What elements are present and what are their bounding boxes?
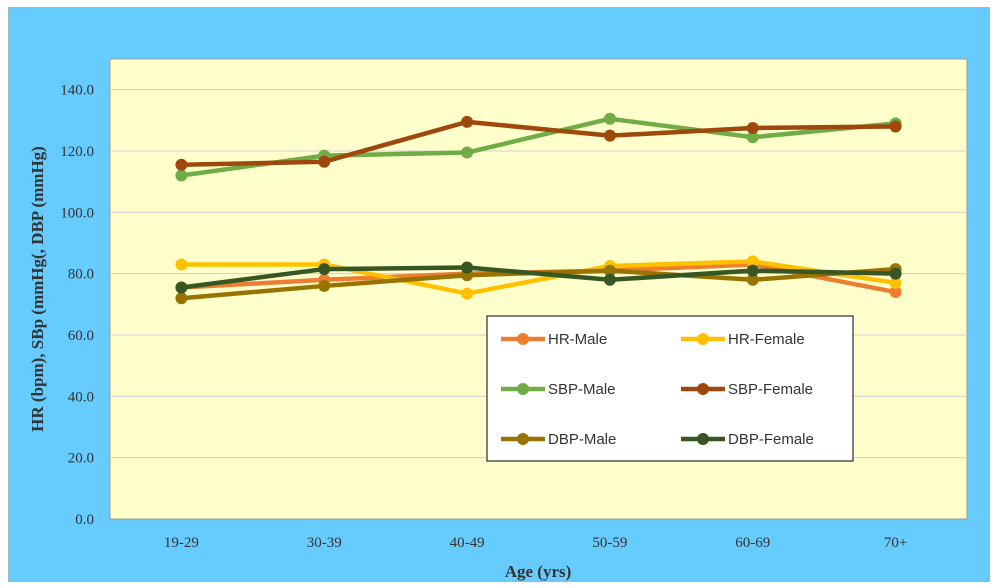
x-axis-ticks: 19-29 30-39 40-49 50-59 60-69 70+ (164, 535, 907, 551)
legend-item: HR-Male (501, 331, 607, 348)
series-sbp-female (175, 115, 902, 171)
data-point (175, 281, 188, 294)
x-tick-label: 50-59 (592, 535, 627, 551)
data-point (746, 131, 759, 144)
y-tick-label: 100.0 (60, 205, 94, 221)
data-point (461, 115, 474, 128)
y-axis-title: HR (bpm), SBp (mmHg(, DBP (mmHg) (28, 146, 47, 432)
x-tick-label: 70+ (884, 535, 907, 551)
legend-label: DBP-Male (548, 431, 616, 448)
legend-label: DBP-Female (728, 431, 814, 448)
series-line (179, 119, 898, 168)
data-point (889, 267, 902, 280)
data-point (461, 146, 474, 159)
data-point (318, 279, 331, 292)
y-tick-label: 20.0 (68, 451, 94, 467)
data-point (746, 273, 759, 286)
legend: HR-Male HR-Female SBP-Male SBP-Female DBP-Ma… (486, 315, 854, 462)
y-tick-label: 40.0 (68, 389, 94, 405)
y-tick-label: 140.0 (60, 83, 94, 99)
legend-item: DBP-Male (501, 431, 616, 448)
series-dbp-female (175, 261, 902, 294)
legend-item: SBP-Female (681, 381, 813, 398)
legend-label: HR-Female (728, 331, 805, 348)
data-point (175, 169, 188, 182)
legend-swatch-marker (517, 433, 529, 445)
legend-items: HR-Male HR-Female SBP-Male SBP-Female DBP-Ma… (501, 331, 814, 448)
data-point (461, 287, 474, 300)
data-point (746, 122, 759, 134)
data-point (603, 264, 616, 277)
legend-swatch-marker (697, 433, 709, 445)
legend-box (486, 315, 854, 462)
data-point (603, 129, 616, 142)
y-tick-label: 120.0 (60, 144, 94, 160)
legend-label: SBP-Female (728, 381, 813, 398)
legend-label: SBP-Male (548, 381, 616, 398)
data-point (175, 258, 188, 271)
legend-swatch-marker (517, 383, 529, 395)
x-tick-label: 60-69 (735, 535, 770, 551)
data-point (318, 263, 331, 276)
data-point (175, 158, 188, 171)
legend-swatch-marker (517, 333, 529, 345)
x-tick-label: 40-49 (450, 535, 485, 551)
data-point (746, 264, 759, 277)
data-point (318, 155, 331, 168)
series-sbp-male (175, 112, 902, 182)
data-point (603, 112, 616, 125)
y-tick-label: 0.0 (75, 512, 94, 528)
series-line (179, 259, 898, 296)
legend-item: DBP-Female (681, 431, 814, 448)
x-axis-title: Age (yrs) (505, 562, 572, 581)
legend-item: HR-Female (681, 331, 805, 348)
data-point (889, 276, 902, 289)
data-point (746, 255, 759, 268)
data-point (461, 261, 474, 274)
series-line (179, 116, 898, 178)
data-point (175, 292, 188, 305)
data-point (889, 286, 902, 299)
data-point (889, 120, 902, 133)
y-tick-label: 60.0 (68, 328, 94, 344)
x-tick-label: 30-39 (307, 535, 342, 551)
x-tick-label: 19-29 (164, 535, 199, 551)
legend-item: SBP-Male (501, 381, 616, 398)
legend-swatch-marker (697, 383, 709, 395)
legend-swatch-marker (697, 333, 709, 345)
legend-label: HR-Male (548, 331, 607, 348)
y-tick-label: 80.0 (68, 267, 94, 283)
data-point (603, 273, 616, 286)
series-line (179, 265, 898, 290)
series-group (175, 112, 902, 305)
y-axis-ticks: 0.0 20.0 40.0 60.0 80.0 100.0 120.0 140.0 (60, 83, 94, 528)
